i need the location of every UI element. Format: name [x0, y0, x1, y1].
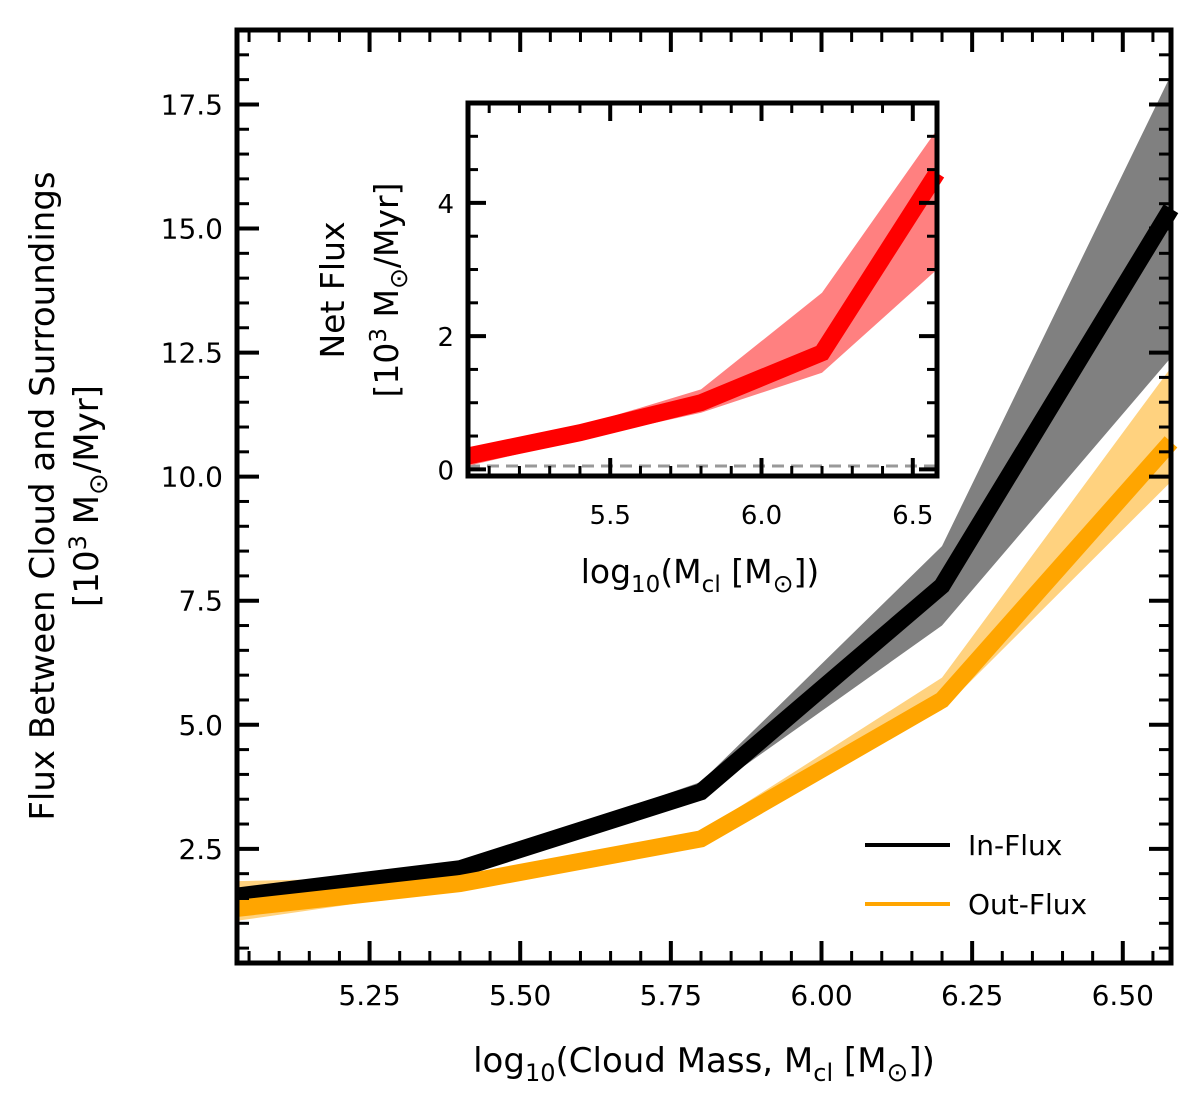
inset-y-axis-title-line1: Net Flux — [313, 221, 352, 358]
y-tick-label: 2 — [437, 323, 454, 353]
x-tick-label: 5.25 — [338, 979, 400, 1012]
x-tick-label: 6.25 — [941, 979, 1003, 1012]
x-tick-label: 6.0 — [741, 501, 782, 531]
x-tick-label: 5.5 — [590, 501, 631, 531]
inset-y-tick-labels: 0 2 4 — [437, 190, 454, 486]
y-tick-label: 17.5 — [161, 88, 223, 121]
main-x-axis-title: log10(Cloud Mass, Mcl [M⊙]) — [473, 1041, 935, 1088]
y-tick-label: 4 — [437, 190, 454, 220]
inset-ticks — [468, 101, 937, 476]
main-y-axis-title-line2: [103 M⊙/Myr] — [64, 385, 114, 607]
x-tick-label: 6.5 — [892, 501, 933, 531]
y-tick-label: 10.0 — [161, 461, 223, 494]
inset-x-axis-title: log10(Mcl [M⊙]) — [581, 552, 820, 598]
y-tick-label: 12.5 — [161, 337, 223, 370]
main-x-tick-labels: 5.25 5.50 5.75 6.00 6.25 6.50 — [338, 979, 1154, 1012]
legend: In-Flux Out-Flux — [865, 829, 1087, 921]
x-tick-label: 5.75 — [640, 979, 702, 1012]
main-lines — [235, 204, 1179, 917]
y-tick-label: 7.5 — [178, 585, 223, 618]
inset-y-axis-title-line2: [103 M⊙/Myr] — [366, 183, 413, 398]
y-tick-label: 15.0 — [161, 213, 223, 246]
y-tick-label: 0 — [437, 456, 454, 486]
main-y-axis-title-line1: Flux Between Cloud and Surroundings — [23, 171, 63, 820]
main-plot: 5.25 5.50 5.75 6.00 6.25 6.50 2.55.07.510.012… — [23, 27, 1179, 1088]
net-flux-line — [466, 168, 945, 465]
inset-axes-frame — [465, 100, 940, 479]
legend-label-in-flux: In-Flux — [968, 829, 1062, 862]
in-flux-band — [237, 74, 1171, 901]
inset-x-tick-labels: 5.5 6.0 6.5 — [590, 501, 934, 531]
x-tick-label: 6.00 — [790, 979, 852, 1012]
x-tick-label: 6.50 — [1092, 979, 1154, 1012]
legend-label-out-flux: Out-Flux — [968, 888, 1087, 921]
main-y-tick-labels: 2.5 5.0 7.5 10.0 12.5 15.0 17.5 — [161, 88, 223, 865]
main-axes-frame — [234, 27, 1174, 966]
y-tick-label: 2.5 — [178, 833, 223, 866]
inset-plot: 5.5 6.0 6.5 0 2 4 log10(Mcl [M⊙]) Net Flux [… — [313, 100, 945, 598]
y-tick-label: 5.0 — [178, 709, 223, 742]
x-tick-label: 5.50 — [489, 979, 551, 1012]
out-flux-line — [236, 436, 1178, 917]
in-flux-line — [235, 204, 1179, 905]
